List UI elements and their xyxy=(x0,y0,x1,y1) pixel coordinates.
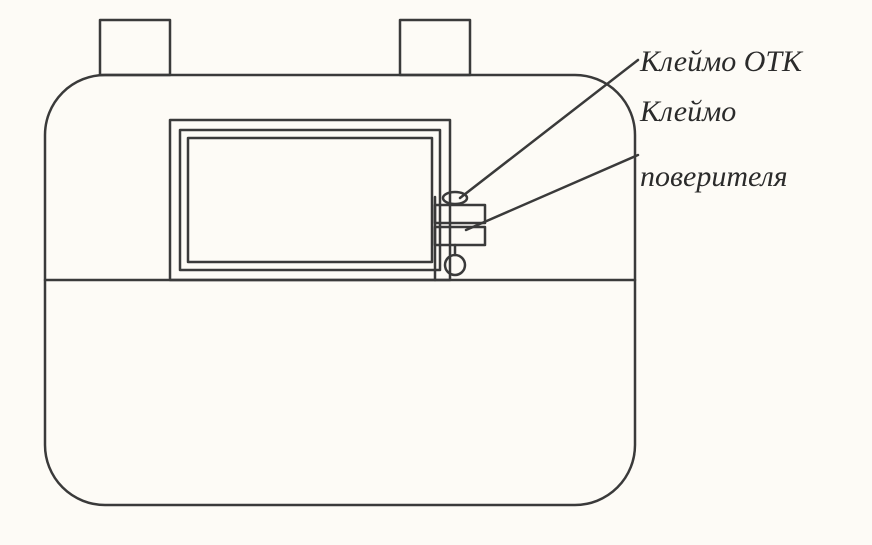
leader-otk xyxy=(460,60,638,198)
seal-plate-top xyxy=(435,205,485,223)
display-frame xyxy=(188,138,432,262)
label-otk-stamp: Клеймо ОТК xyxy=(640,45,802,79)
top-port xyxy=(100,20,170,75)
seal-plate-bottom xyxy=(435,227,485,245)
verifier-seal-pendant xyxy=(445,255,465,275)
top-port xyxy=(400,20,470,75)
display-frame xyxy=(180,130,440,270)
label-verifier-stamp-line1: Клеймо xyxy=(640,95,736,129)
label-verifier-stamp-line2: поверителя xyxy=(640,160,788,194)
leader-verifier xyxy=(466,155,638,230)
display-frame xyxy=(170,120,450,280)
gas-meter-diagram xyxy=(0,0,872,545)
meter-body xyxy=(45,75,635,505)
